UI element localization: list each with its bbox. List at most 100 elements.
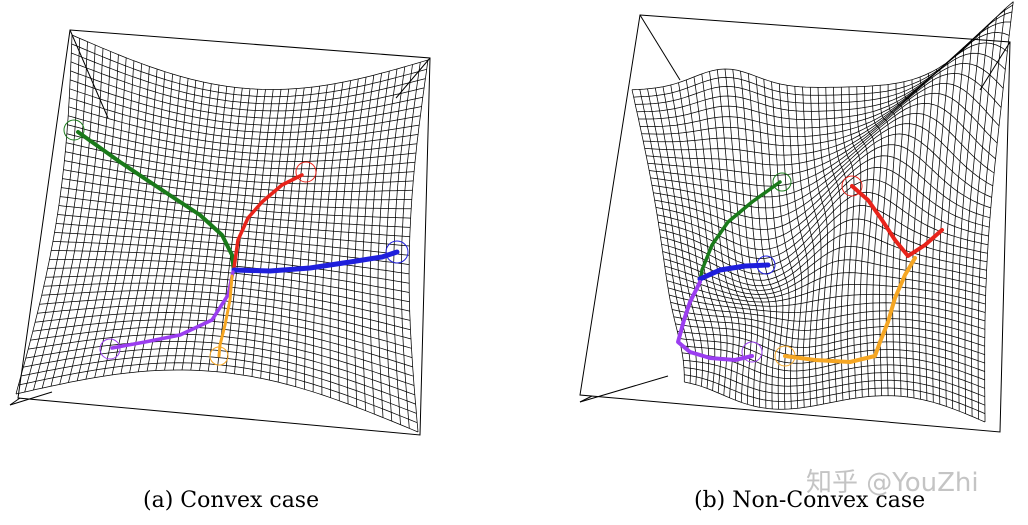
b-mesh-line-v	[631, 1, 1014, 91]
a-mesh-line-v	[63, 169, 412, 201]
panel-b-nonconvex-surface	[579, 1, 1014, 433]
a-mesh-line-u	[24, 38, 81, 393]
a-mesh-line-v	[66, 133, 416, 170]
b-path-blue	[697, 262, 771, 282]
a-start-marker-purple	[99, 338, 121, 360]
b-mesh-line-v	[659, 191, 989, 268]
b-mesh-line-v	[675, 323, 985, 355]
b-start-marker-blue	[756, 255, 776, 275]
b-mesh-line-v	[664, 259, 986, 295]
b-mesh-line-v	[665, 272, 986, 299]
a-mesh-line-v	[68, 106, 419, 148]
a-path-red	[232, 173, 304, 270]
box-a-axis-arrow	[9, 391, 53, 406]
b-path-red	[850, 184, 944, 258]
a-mesh-line-v	[56, 223, 410, 256]
a-mesh-line-v	[71, 34, 429, 90]
b-mesh-line-v	[677, 330, 985, 364]
box-b-edge	[639, 14, 681, 81]
b-mesh-line-v	[653, 133, 992, 220]
box-b-axis-arrow	[579, 395, 593, 403]
b-mesh-line-v	[661, 218, 988, 281]
box-b-outline	[579, 14, 1011, 433]
a-start-marker-blue	[385, 240, 409, 264]
b-start-marker-orange	[774, 345, 796, 367]
b-mesh-line-v	[666, 280, 986, 305]
a-mesh-line-v	[70, 70, 423, 119]
a-mesh-line-v	[69, 97, 420, 141]
b-mesh-line-u	[977, 8, 1006, 420]
a-mesh-line-v	[71, 43, 427, 98]
a-path-orange	[217, 274, 234, 358]
caption-convex-case: (a) Convex case	[143, 488, 320, 513]
b-path-orange	[783, 256, 917, 364]
panel-a-convex-surface	[9, 29, 431, 436]
b-mesh-line-v	[651, 123, 993, 209]
a-mesh-line-v	[70, 61, 425, 112]
b-mesh-line-u	[833, 87, 848, 401]
a-mesh-line-v	[61, 187, 411, 219]
wireframe-mesh-a	[15, 34, 429, 433]
box-b-axis-arrow	[579, 375, 669, 403]
b-mesh-line-v	[655, 155, 991, 241]
b-start-marker-purple	[741, 341, 763, 363]
b-mesh-line-v	[647, 92, 998, 176]
a-mesh-line-v	[71, 52, 426, 105]
b-mesh-line-v	[640, 42, 1008, 129]
b-mesh-line-v	[638, 32, 1010, 120]
b-mesh-line-v	[683, 367, 986, 406]
a-mesh-line-u	[59, 51, 112, 385]
a-mesh-line-v	[57, 214, 410, 247]
b-mesh-line-v	[649, 103, 996, 187]
a-start-marker-red	[295, 161, 317, 183]
b-mesh-line-v	[646, 83, 1000, 166]
b-mesh-line-v	[667, 287, 986, 313]
a-mesh-line-v	[60, 196, 411, 228]
b-mesh-line-v	[684, 381, 986, 423]
b-path-green	[698, 180, 782, 284]
a-mesh-line-v	[51, 250, 410, 284]
b-mesh-line-u	[647, 88, 697, 385]
b-mesh-line-v	[663, 246, 987, 291]
a-mesh-line-v	[37, 304, 412, 349]
a-path-green	[76, 130, 236, 274]
optimization-paths-a	[63, 119, 409, 366]
a-mesh-line-v	[35, 312, 413, 358]
b-mesh-line-v	[650, 113, 995, 198]
b-mesh-line-u	[911, 76, 926, 399]
a-mesh-line-v	[49, 259, 410, 293]
b-path-purple	[676, 280, 754, 362]
a-mesh-line-v	[68, 115, 418, 155]
a-mesh-line-u	[41, 44, 96, 389]
b-mesh-line-v	[680, 345, 985, 381]
a-mesh-line-v	[69, 88, 421, 133]
b-mesh-line-v	[683, 359, 985, 398]
a-mesh-line-v	[67, 124, 417, 162]
b-mesh-line-u	[905, 79, 918, 398]
box-a-axis-arrow	[9, 397, 21, 406]
a-mesh-line-v	[62, 178, 412, 210]
a-mesh-line-v	[66, 142, 415, 177]
b-mesh-line-v	[673, 316, 985, 347]
b-mesh-line-v	[669, 294, 986, 322]
a-mesh-line-v	[32, 319, 413, 368]
box-a-edge	[69, 29, 109, 119]
wireframe-mesh-b	[631, 1, 1014, 423]
a-mesh-line-v	[47, 267, 410, 303]
a-mesh-line-v	[54, 232, 410, 265]
a-mesh-line-v	[20, 355, 417, 414]
b-mesh-line-v	[672, 309, 985, 339]
b-mesh-line-v	[643, 63, 1004, 147]
bounding-box-a	[9, 29, 431, 436]
b-mesh-line-v	[679, 338, 985, 372]
a-mesh-line-v	[58, 205, 410, 238]
a-start-marker-orange	[209, 346, 229, 366]
b-mesh-line-v	[636, 21, 1011, 113]
a-start-marker-green	[63, 119, 85, 141]
b-start-marker-red	[841, 175, 863, 197]
a-mesh-line-u	[94, 63, 143, 378]
a-mesh-line-v	[45, 275, 410, 312]
b-start-marker-green	[772, 172, 792, 192]
a-mesh-line-v	[41, 290, 411, 331]
